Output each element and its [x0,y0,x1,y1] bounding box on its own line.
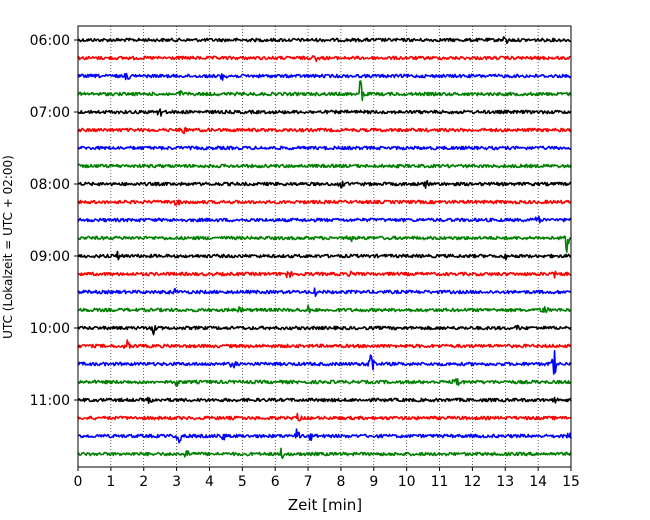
x-tick-label: 9 [369,474,378,490]
y-axis-ticks: 06:00 07:00 08:00 09:00 10:00 11:00 [30,33,78,409]
plot-frame [77,25,572,468]
trace-layer [77,36,572,459]
trace-line [77,215,572,224]
trace-line [77,349,572,375]
trace-line [77,72,572,81]
trace-line [77,324,572,336]
x-tick-label: 11 [431,474,449,490]
x-tick-label: 2 [139,474,148,490]
trace-line [77,179,572,189]
trace-line [77,304,572,314]
trace-line [77,108,572,117]
y-tick-label: 09:00 [30,249,70,265]
y-tick-label: 07:00 [30,105,70,121]
x-tick-label: 1 [106,474,115,490]
trace-line [77,36,572,45]
y-tick-label: 10:00 [30,321,70,337]
x-axis-ticks: 0 1 2 3 4 5 6 7 8 9 10 11 12 13 14 15 [74,467,580,490]
x-tick-label: 4 [205,474,214,490]
trace-line [77,378,572,387]
trace-line [77,80,572,102]
x-tick-label: 13 [496,474,514,490]
y-axis-label: UTC (Lokalzeit = UTC + 02:00) [1,155,15,339]
x-tick-label: 0 [74,474,83,490]
x-tick-label: 10 [398,474,416,490]
trace-line [77,339,572,349]
trace-line [77,199,572,206]
y-tick-label: 08:00 [30,177,70,193]
trace-line [77,55,572,63]
x-axis-label: Zeit [min] [288,496,362,514]
trace-line [77,163,572,169]
x-tick-label: 6 [271,474,280,490]
trace-line [77,447,572,459]
x-tick-label: 12 [463,474,481,490]
trace-line [77,126,572,135]
x-tick-label: 5 [238,474,247,490]
x-tick-label: 3 [172,474,181,490]
trace-line [77,287,572,298]
trace-line [77,145,572,151]
trace-line [77,412,572,422]
y-tick-label: 11:00 [30,393,70,409]
y-tick-label: 06:00 [30,33,70,49]
x-tick-label: 7 [304,474,313,490]
trace-line [77,270,572,279]
x-tick-label: 15 [562,474,580,490]
trace-line [77,235,572,253]
x-tick-label: 8 [336,474,345,490]
trace-line [77,396,572,404]
x-tick-label: 14 [529,474,547,490]
trace-line [77,250,572,261]
trace-line [77,428,572,444]
